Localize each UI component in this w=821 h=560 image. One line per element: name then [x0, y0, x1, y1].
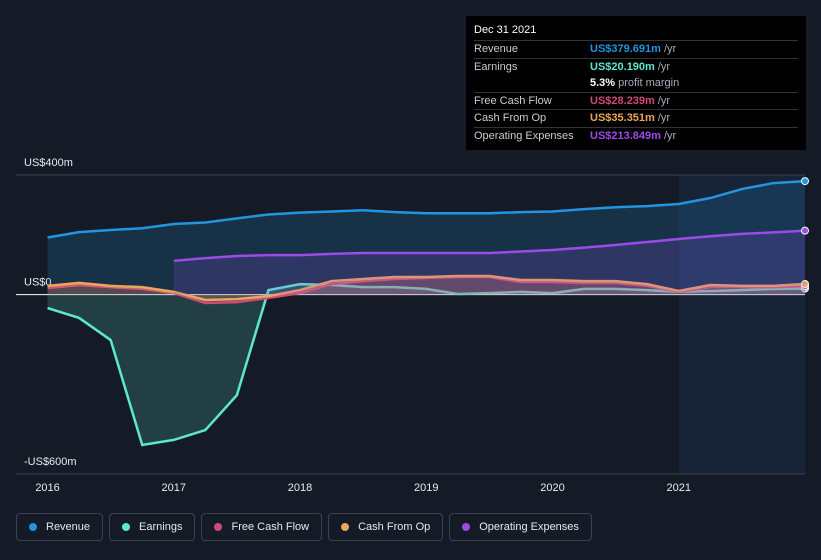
tooltip-unit: /yr: [663, 129, 677, 142]
x-tick-label: 2016: [35, 482, 59, 494]
legend-swatch: [29, 523, 37, 531]
y-tick-label: -US$600m: [24, 456, 77, 468]
legend-label: Cash From Op: [358, 521, 431, 533]
forecast-shade: [679, 175, 805, 474]
profit-margin: 5.3%: [590, 77, 616, 90]
legend-item[interactable]: Cash From Op: [328, 513, 444, 541]
tooltip-label: Free Cash Flow: [474, 94, 552, 107]
tooltip-unit: /yr: [657, 112, 671, 125]
series-area: [173, 230, 806, 295]
x-tick-label: 2020: [540, 482, 564, 494]
tooltip-value: US$28.239m: [590, 94, 655, 107]
series-area: [47, 284, 806, 445]
legend-item[interactable]: Earnings: [109, 513, 196, 541]
legend-label: Earnings: [139, 521, 183, 533]
x-tick-label: 2018: [288, 482, 312, 494]
tooltip-row: Earnings US$20.190m/yr: [474, 57, 798, 76]
legend: Revenue Earnings Free Cash Flow Cash From O…: [16, 513, 592, 541]
tooltip-label: Earnings: [474, 60, 518, 73]
chart: US$400m US$0 -US$600m 2016 2017 2018 2019 2020 2…: [16, 157, 809, 494]
tooltip-value: US$20.190m: [590, 60, 655, 73]
x-tick-label: 2017: [162, 482, 186, 494]
tooltip-label: Cash From Op: [474, 112, 547, 125]
legend-label: Operating Expenses: [479, 521, 579, 533]
tooltip-row: Cash From Op US$35.351m/yr: [474, 109, 798, 127]
tooltip-value: US$35.351m: [590, 112, 655, 125]
end-dot: [801, 177, 809, 186]
tooltip-rows: Revenue US$379.691m/yr Earnings US$20.190m /…: [474, 40, 798, 144]
tooltip-row: Free Cash Flow US$28.239m/yr: [474, 91, 798, 110]
series-line: [173, 229, 806, 263]
tooltip-date: Dec 31 2021: [474, 24, 537, 36]
profit-margin-text: profit margin: [618, 77, 680, 90]
tooltip: Dec 31 2021 Revenue US$379.691m/yr Earning…: [466, 16, 806, 150]
tooltip-row: Revenue US$379.691m/yr: [474, 40, 798, 58]
y-tick-label: US$0: [24, 277, 52, 289]
legend-item[interactable]: Free Cash Flow: [201, 513, 323, 541]
legend-swatch: [214, 523, 223, 531]
tooltip-label: Operating Expenses: [474, 129, 574, 142]
x-tick-label: 2021: [667, 482, 691, 494]
x-tick-label: 2019: [414, 482, 438, 494]
tooltip-value: US$213.849m: [590, 129, 661, 142]
end-dot: [801, 226, 809, 235]
legend-item[interactable]: Operating Expenses: [449, 513, 592, 541]
tooltip-value: US$379.691m: [590, 43, 661, 56]
tooltip-label: Revenue: [474, 43, 519, 56]
tooltip-unit: /yr: [663, 43, 677, 56]
legend-swatch: [341, 523, 350, 531]
tooltip-row: Operating Expenses US$213.849m/yr: [474, 126, 798, 145]
end-dot: [801, 280, 809, 289]
series-line: [47, 179, 806, 239]
tooltip-unit: /yr: [657, 60, 671, 73]
tooltip-unit: /yr: [657, 94, 671, 107]
series-area: [47, 181, 806, 295]
y-tick-label: US$400m: [24, 157, 73, 169]
legend-label: Free Cash Flow: [231, 521, 310, 533]
legend-swatch: [122, 523, 131, 531]
tooltip-row: 5.3% profit margin: [474, 75, 798, 92]
legend-item[interactable]: Revenue: [16, 513, 104, 541]
legend-label: Revenue: [46, 521, 91, 533]
series-line: [47, 274, 806, 302]
legend-swatch: [462, 523, 471, 531]
